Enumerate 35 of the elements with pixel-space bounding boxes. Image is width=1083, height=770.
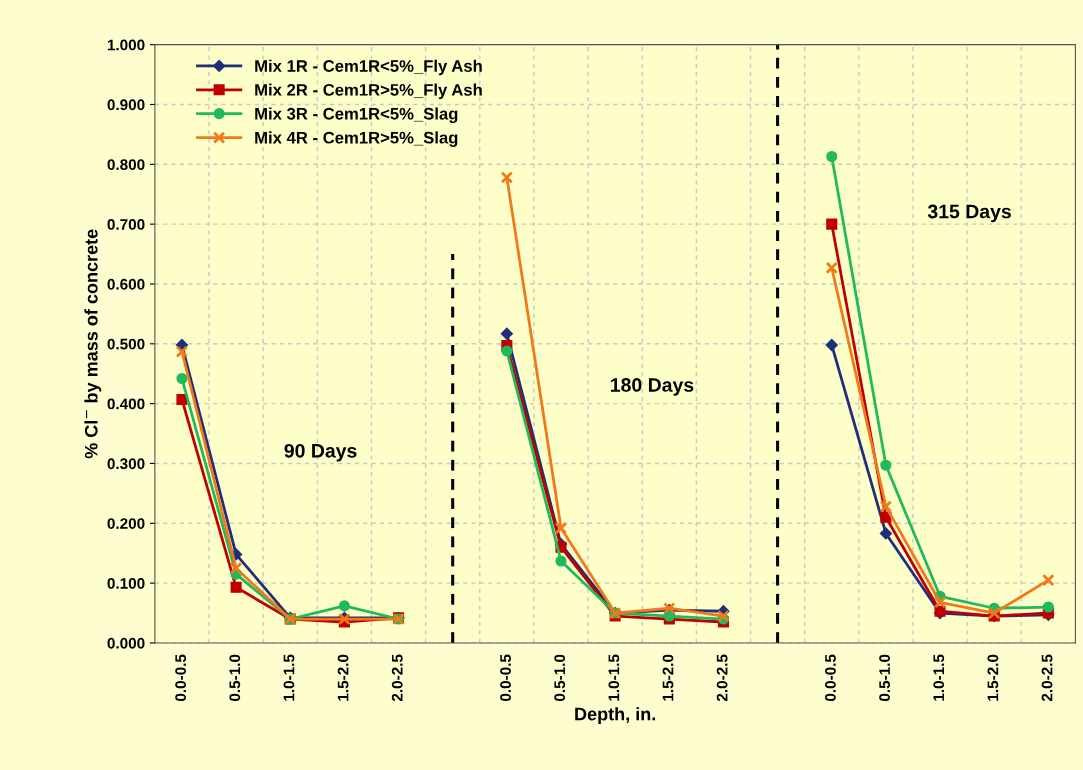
annotation: 315 Days (927, 204, 1011, 223)
x-tick-label: 2.0-2.5 (391, 654, 403, 702)
x-tick-label: 0.5-1.0 (554, 654, 566, 702)
legend-label: Mix 1R - Cem1R<5%_Fly Ash (255, 59, 482, 76)
y-tick-label: 0.000 (107, 637, 145, 649)
legend-label: Mix 2R - Cem1R>5%_Fly Ash (255, 83, 482, 100)
y-tick-label: 0.100 (107, 577, 145, 589)
x-tick-label: 0.5-1.0 (229, 654, 241, 702)
x-tick-label: 1.0-1.5 (283, 654, 295, 701)
x-tick-label: 1.0-1.5 (608, 654, 620, 701)
x-axis-title: Depth, in. (575, 707, 656, 725)
x-tick-label: 1.5-2.0 (987, 654, 999, 701)
legend-label: Mix 4R - Cem1R>5%_Slag (255, 131, 458, 147)
x-tick-label: 1.5-2.0 (662, 654, 674, 701)
y-tick-label: 0.300 (107, 458, 145, 470)
x-tick-label: 1.5-2.0 (337, 654, 349, 701)
x-tick-label: 0.0-0.5 (500, 654, 511, 702)
y-tick-label: 0.500 (107, 338, 145, 350)
y-tick-label: 0.900 (107, 99, 145, 111)
x-tick-label: 0.5-1.0 (879, 654, 890, 702)
x-tick-label: 2.0-2.5 (716, 654, 728, 702)
x-tick-label: 1.0-1.5 (933, 654, 945, 701)
x-tick-label: 0.0-0.5 (825, 654, 836, 702)
y-tick-label: 0.400 (107, 398, 145, 410)
y-tick-label: 0.200 (107, 518, 145, 529)
y-tick-label: 0.700 (107, 219, 145, 230)
y-tick-label: 0.600 (107, 278, 145, 290)
y-axis-title: % Cl$^{−}$ by mass of concrete (84, 229, 102, 459)
annotation: 180 Days (611, 378, 694, 396)
annotation: 90 Days (284, 443, 357, 462)
x-tick-label: 2.0-2.5 (1041, 654, 1053, 702)
x-tick-label: 0.0-0.5 (175, 654, 187, 702)
y-tick-label: 0.800 (107, 159, 145, 170)
legend-label: Mix 3R - Cem1R<5%_Slag (255, 107, 458, 124)
y-tick-label: 1.000 (107, 39, 145, 51)
